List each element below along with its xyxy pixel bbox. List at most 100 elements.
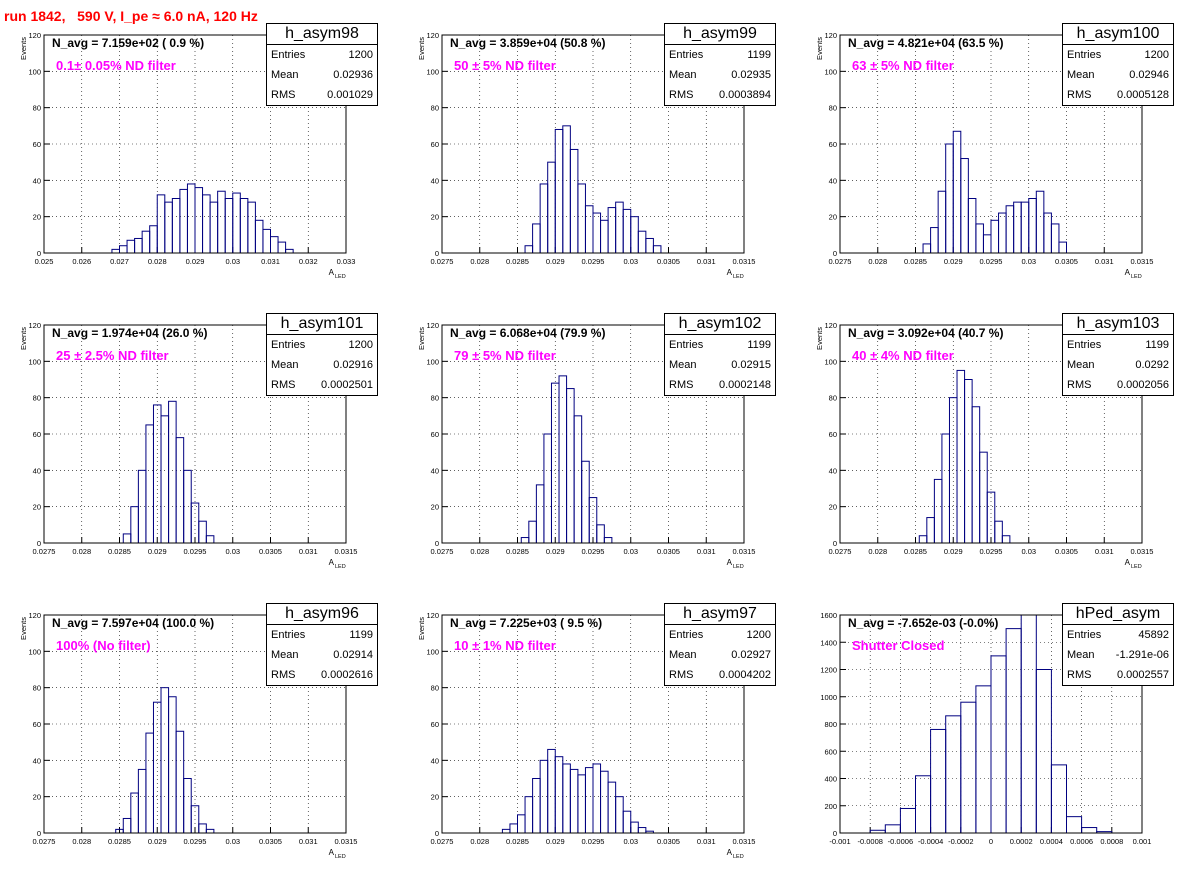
stats-row-mean: Mean 0.02914 [267,645,377,665]
x-tick-label: 0.028 [72,547,91,556]
stats-name: h_asym98 [267,24,377,45]
y-tick-label: 120 [426,31,439,40]
y-tick-label: 1600 [820,611,837,620]
histogram-bin [528,520,537,544]
y-tick-label: 60 [431,720,439,729]
stats-name: h_asym100 [1063,24,1173,45]
x-tick-label: -0.0006 [888,837,913,846]
histogram-bin [588,497,598,544]
histogram-bin [630,821,639,834]
stats-value: -1.291e-06 [1115,649,1169,661]
histogram-bin [933,478,943,544]
x-tick-label: 0.0275 [431,837,454,846]
stats-row-entries: Entries 1199 [665,335,775,355]
stats-value: 0.02936 [333,69,373,81]
histogram-bin [156,194,166,254]
histogram-bin [562,763,571,834]
histogram-bin [569,768,579,834]
y-tick-label: 0 [833,249,837,258]
stats-row-rms: RMS 0.001029 [267,85,377,105]
stats-key: Entries [271,49,306,61]
y-tick-label: 0 [435,249,439,258]
stats-box: h_asym96 Entries 1199 Mean 0.02914 RMS 0.00026… [266,603,378,686]
histogram-bin [1005,205,1015,254]
stats-row-mean: Mean -1.291e-06 [1063,645,1173,665]
y-tick-label: 0 [833,539,837,548]
stats-key: RMS [271,89,296,101]
x-tick-label: 0.031 [1095,547,1114,556]
filter-label: 40 ± 4% ND filter [852,348,954,363]
histogram-bin [956,369,966,544]
y-tick-label: 40 [33,466,41,475]
x-tick-label: 0.03 [623,837,638,846]
x-tick-label: 0.03 [225,837,240,846]
y-tick-label: 1400 [820,638,837,647]
y-tick-label: 0 [37,829,41,838]
stats-box: h_asym101 Entries 1200 Mean 0.02916 RMS 0.0002… [266,313,378,396]
stats-key: Mean [1067,359,1095,371]
histogram-bin [149,225,158,254]
histogram-bin [164,201,173,254]
stats-value: 1199 [349,629,373,641]
x-tick-label: 0.028 [470,837,489,846]
y-tick-label: 120 [28,31,41,40]
y-tick-label: 20 [431,503,439,512]
histogram-bin [535,484,545,544]
histogram-bin [645,237,654,254]
histogram-bin [615,796,624,834]
y-axis-label: Events [19,617,28,640]
stats-row-rms: RMS 0.0002148 [665,375,775,395]
histogram-bin [183,778,192,834]
stats-value: 0.0004202 [719,669,771,681]
histogram-bin [937,190,947,254]
histogram-bin [130,506,139,544]
y-axis-label: Events [417,617,426,640]
y-tick-label: 80 [829,104,837,113]
histogram-bin [630,216,639,254]
histogram-bin [524,245,534,254]
y-tick-label: 20 [33,503,41,512]
stats-box: h_asym97 Entries 1200 Mean 0.02927 RMS 0.00042… [664,603,776,686]
stats-name: h_asym103 [1063,314,1173,335]
stats-row-mean: Mean 0.02946 [1063,65,1173,85]
stats-key: RMS [271,379,296,391]
y-tick-label: 20 [431,213,439,222]
stats-key: Mean [1067,649,1095,661]
stats-row-entries: Entries 1199 [1063,335,1173,355]
x-tick-label: 0.028 [868,547,887,556]
histogram-bin [982,234,992,254]
x-tick-label: 0.03 [225,257,240,266]
x-tick-label: 0.029 [148,547,167,556]
y-tick-label: 120 [426,321,439,330]
histogram-bin [179,188,188,254]
y-axis-label: Events [417,37,426,60]
stats-row-mean: Mean 0.02935 [665,65,775,85]
stats-key: Mean [271,359,299,371]
stats-value: 0.02916 [333,359,373,371]
histogram-bin [175,730,185,834]
x-tick-label: 0.031 [299,837,318,846]
stats-key: RMS [1067,89,1092,101]
x-axis-label-sub: LED [733,564,744,570]
histogram-bin [554,128,564,254]
x-tick-label: 0.0295 [184,547,207,556]
y-tick-label: 120 [28,321,41,330]
x-tick-label: 0.0285 [904,257,927,266]
y-tick-label: 100 [426,67,439,76]
stats-row-entries: Entries 1199 [267,625,377,645]
stats-value: 0.02935 [731,69,771,81]
x-tick-label: 0.03 [225,547,240,556]
y-tick-label: 100 [426,647,439,656]
x-tick-label: 0.029 [546,837,565,846]
x-tick-label: 0.0305 [259,547,282,556]
stats-value: 0.02946 [1129,69,1169,81]
y-tick-label: 60 [829,430,837,439]
histogram-bin [209,201,219,254]
histogram-bin [637,827,647,834]
histogram-bin [119,245,128,254]
histogram-bin [532,778,541,834]
stats-key: Entries [1067,339,1102,351]
stats-row-entries: Entries 1200 [665,625,775,645]
x-tick-label: 0.029 [546,547,565,556]
plot-frame [43,34,347,254]
